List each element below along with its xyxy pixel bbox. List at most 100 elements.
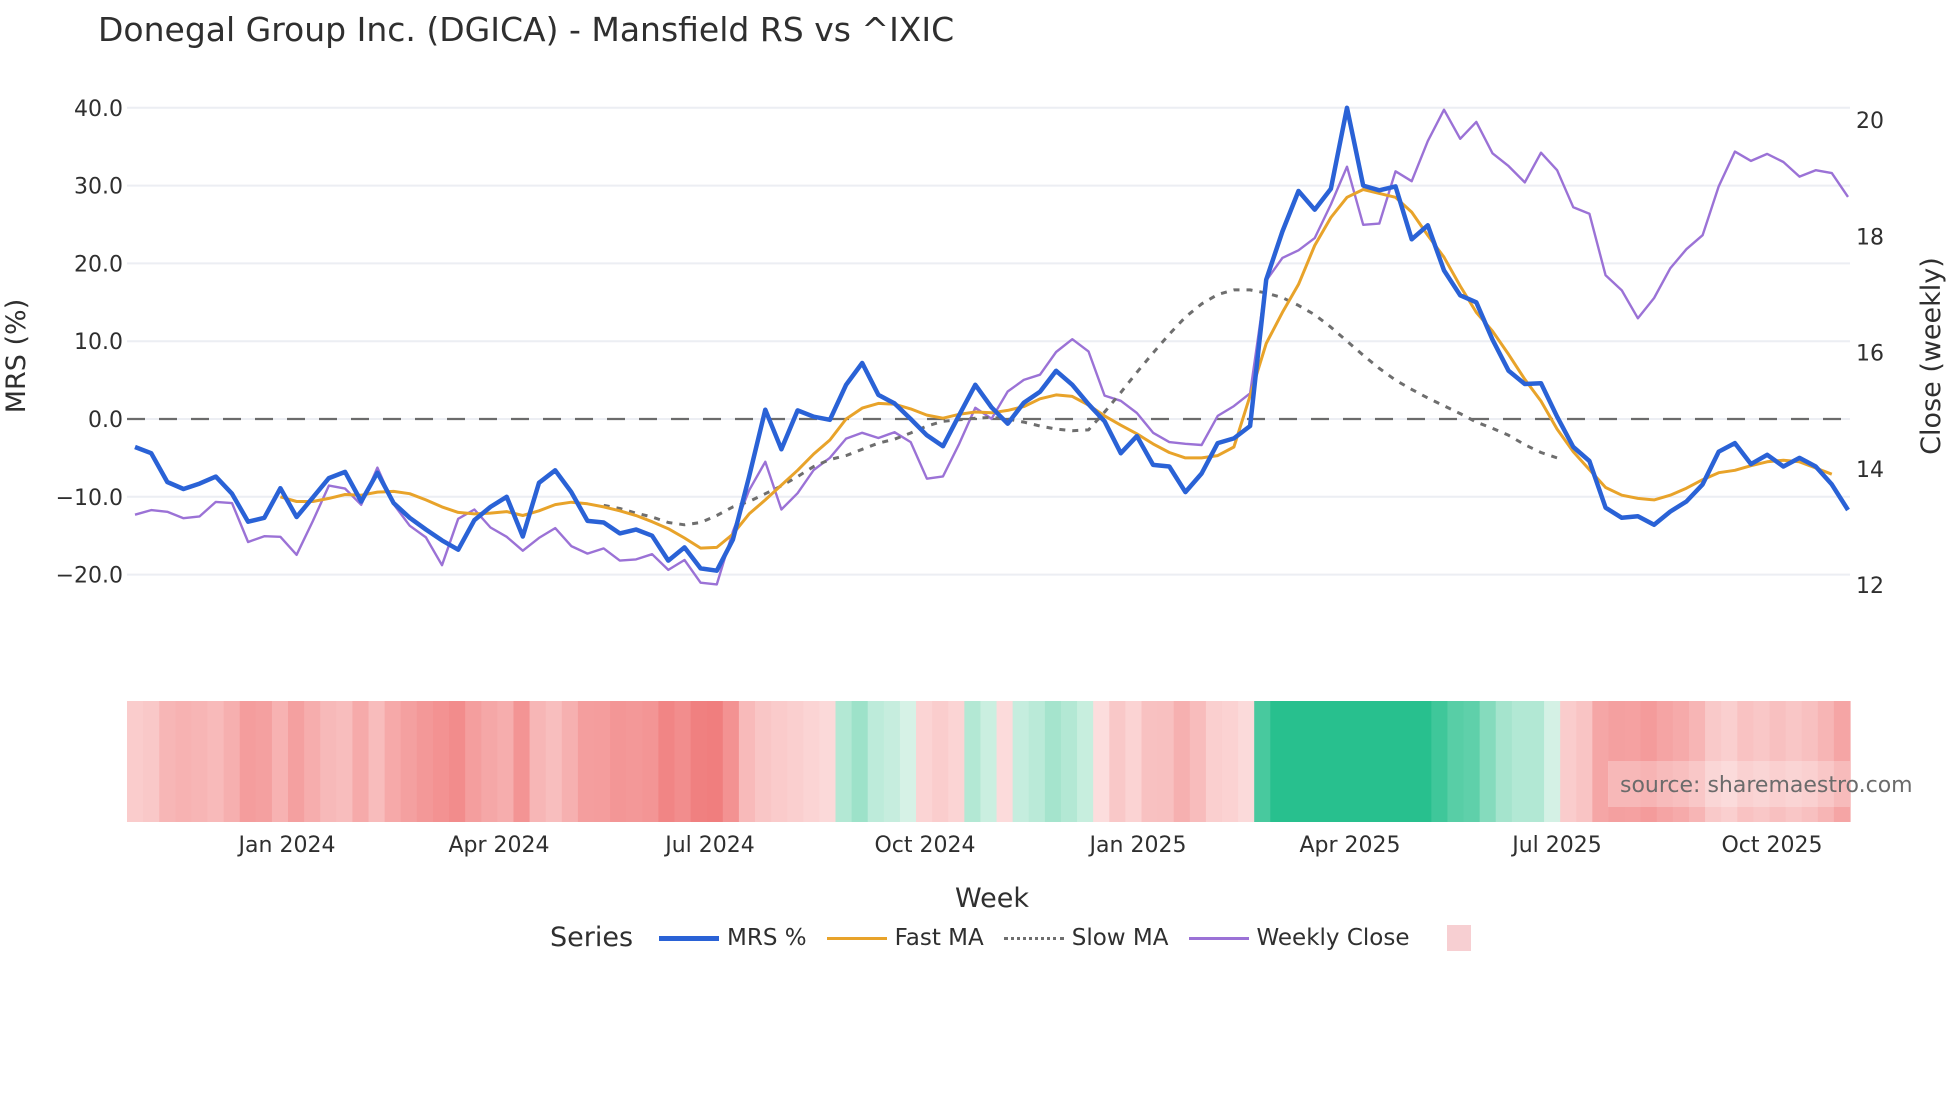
heatmap-cell (1608, 701, 1626, 822)
heatmap-cell (1544, 701, 1561, 822)
heatmap-cell (851, 701, 869, 822)
watermark-text: source: sharemaestro.com (1620, 773, 1913, 798)
heatmap-cell (288, 701, 305, 822)
heatmap-cell (1833, 701, 1851, 822)
left-tick-label: 40.0 (74, 97, 123, 122)
left-tick-label: −20.0 (56, 564, 123, 589)
left-axis-ticks: 40.0 30.0 20.0 10.0 0.0 −10.0 −20.0 (56, 97, 123, 589)
heatmap-cell (1479, 701, 1497, 822)
heatmap-cell (1060, 701, 1078, 822)
left-tick-label: 10.0 (74, 330, 123, 355)
right-tick-label: 14 (1856, 458, 1884, 483)
legend-label-mrs: MRS % (727, 924, 807, 951)
heatmap-cell (1173, 701, 1191, 822)
heatmap-cell (561, 701, 579, 822)
legend-item-mrs[interactable]: MRS % (659, 925, 807, 951)
heatmap-cell (883, 701, 901, 822)
heatmap-cell (771, 701, 788, 822)
heatmap-cell (1688, 701, 1706, 822)
heatmap-cell (1109, 701, 1126, 822)
heatmap-cell (513, 701, 531, 822)
right-axis-title: Close (weekly) (1916, 257, 1947, 455)
heatmap-cell (175, 701, 193, 822)
heatmap-cell (1399, 701, 1416, 822)
x-tick-label: Jan 2025 (1088, 833, 1187, 858)
heatmap-cell (271, 701, 289, 822)
legend-item-weekly-close[interactable]: Weekly Close (1188, 925, 1409, 951)
heatmap-cell (368, 701, 386, 822)
heatmap-cell (400, 701, 418, 822)
x-tick-label: Oct 2024 (874, 833, 975, 858)
slow-ma-line-swatch-icon (1003, 931, 1064, 945)
heatmap-cell (1077, 701, 1094, 822)
heatmap-cell (1592, 701, 1610, 822)
heatmap-cell (1753, 701, 1771, 822)
heatmap-cell (1028, 701, 1046, 822)
heatmap-cell (1527, 701, 1545, 822)
heatmap-cell (1221, 701, 1239, 822)
heatmap-cell (1012, 701, 1030, 822)
x-tick-label: Jan 2024 (237, 833, 336, 858)
watermark: source: sharemaestro.com (1608, 761, 1913, 807)
heatmap-cell (964, 701, 982, 822)
gridlines (127, 106, 1850, 576)
heatmap-swatch-icon[interactable] (1447, 924, 1472, 951)
heatmap-cell (481, 701, 498, 822)
heatmap-cell (690, 701, 708, 822)
legend-item-fast-ma[interactable]: Fast MA (826, 925, 984, 951)
left-tick-label: 20.0 (74, 252, 123, 277)
heatmap-cell (1286, 701, 1304, 822)
heatmap-cell (835, 701, 853, 822)
mrs-heatmap-strip (127, 701, 1851, 822)
heatmap-cell (1141, 701, 1159, 822)
heatmap-cell (1093, 701, 1110, 822)
heatmap-cell (577, 701, 595, 822)
heatmap-cell (1383, 701, 1400, 822)
heatmap-cell (320, 701, 337, 822)
weekly-close-line[interactable] (134, 108, 1849, 586)
heatmap-cell (223, 701, 241, 822)
heatmap-cell (722, 701, 740, 822)
heatmap-cell (1801, 701, 1819, 822)
legend-item-slow-ma[interactable]: Slow MA (1003, 924, 1169, 951)
heatmap-cell (1334, 701, 1352, 822)
heatmap-cell (1495, 701, 1513, 822)
x-tick-label: Jul 2024 (663, 833, 755, 858)
heatmap-cell (593, 701, 611, 822)
heatmap-cell (1705, 701, 1722, 822)
heatmap-cell (1318, 701, 1336, 822)
fast-ma-line[interactable] (279, 188, 1833, 550)
heatmap-cell (1817, 701, 1835, 822)
right-tick-label: 20 (1856, 109, 1884, 134)
left-tick-label: 30.0 (74, 175, 123, 200)
legend-label-slow-ma: Slow MA (1071, 924, 1169, 951)
mrs-line-swatch-icon (659, 931, 720, 945)
heatmap-cell (803, 701, 821, 822)
mrs-line[interactable] (134, 105, 1850, 573)
left-tick-label: 0.0 (88, 408, 123, 433)
heatmap-cell (1157, 701, 1175, 822)
heatmap-cell (1560, 701, 1577, 822)
right-tick-label: 12 (1856, 574, 1884, 599)
heatmap-cell (127, 701, 144, 822)
heatmap-cell (899, 701, 917, 822)
heatmap-cell (1254, 701, 1271, 822)
heatmap-cell (1463, 701, 1481, 822)
left-axis-title: MRS (%) (1, 299, 32, 414)
heatmap-cell (1672, 701, 1690, 822)
heatmap-cell (916, 701, 933, 822)
heatmap-cell (626, 701, 643, 822)
heatmap-cell (1044, 701, 1062, 822)
weekly-close-line-swatch-icon (1188, 931, 1249, 945)
heatmap-cell (336, 701, 354, 822)
x-tick-label: Apr 2025 (1299, 833, 1400, 858)
heatmap-cell (1238, 701, 1255, 822)
heatmap-cell (239, 701, 257, 822)
heatmap-cell (207, 701, 225, 822)
heatmap-cell (449, 701, 466, 822)
heatmap-cell (1721, 701, 1738, 822)
heatmap-cell (1125, 701, 1143, 822)
heatmap-cell (545, 701, 563, 822)
legend: Series MRS % Fast MA Slow MA Weekly Clos… (550, 922, 1472, 953)
